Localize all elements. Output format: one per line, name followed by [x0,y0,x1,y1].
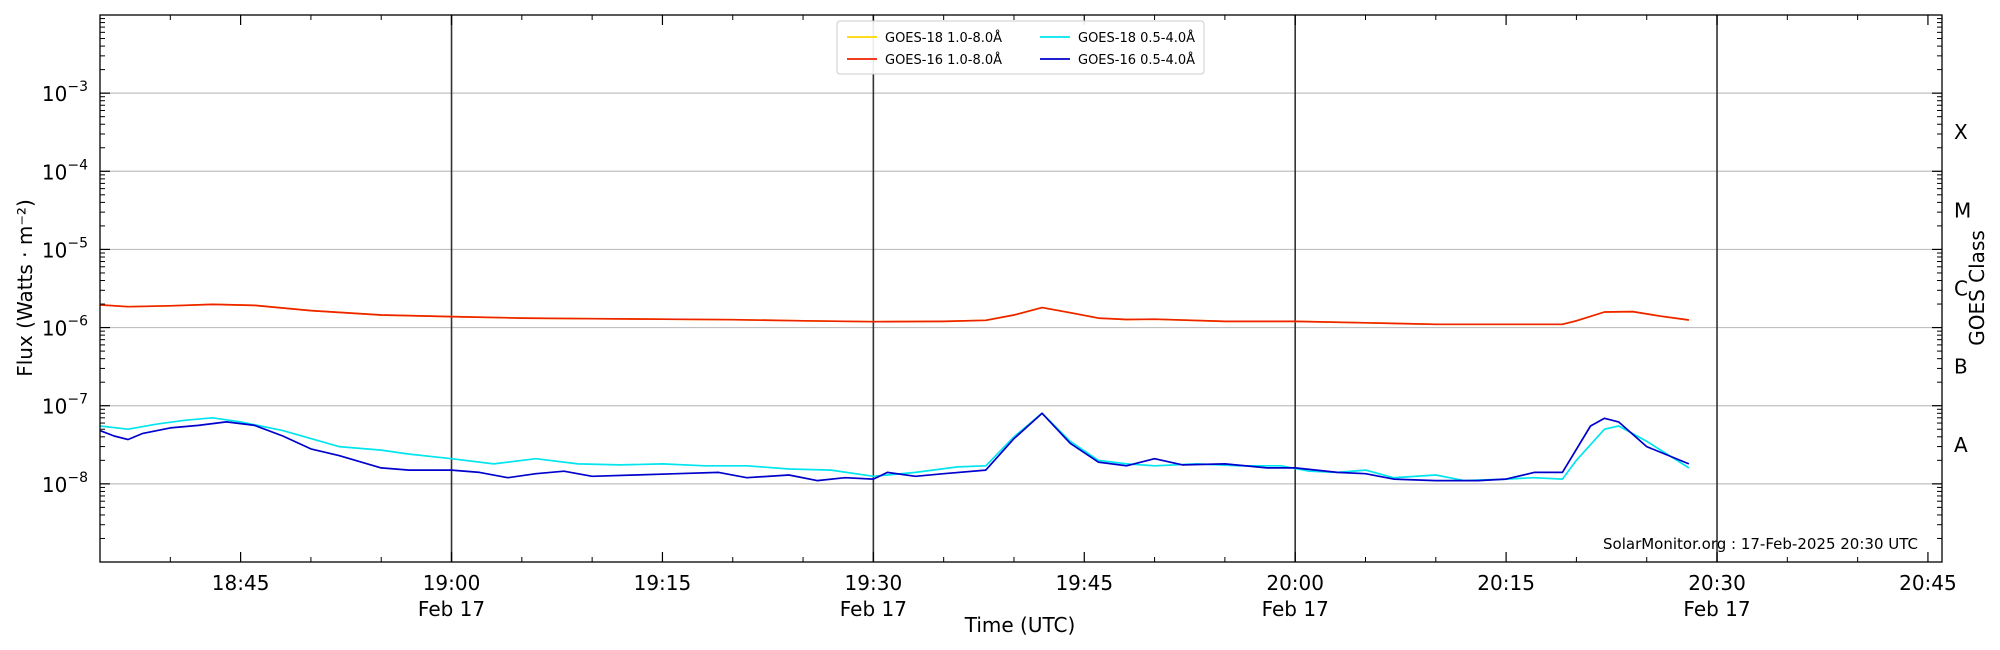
y-tick-label: 10−3 [42,79,88,106]
y-tick-label: 10−4 [42,157,88,184]
x-tick-label: 20:30 [1688,571,1746,595]
x-tick-date-label: Feb 17 [1262,597,1329,621]
x-tick-date-label: Feb 17 [840,597,907,621]
legend-entry-label: GOES-18 0.5-4.0Å [1078,30,1195,46]
grid-lines [100,92,1942,485]
legend: GOES-18 1.0-8.0Å GOES-16 1.0-8.0Å GOES-18 … [836,20,1205,75]
x-tick-label: 20:15 [1477,571,1535,595]
legend-entry-label: GOES-16 1.0-8.0Å [885,52,1002,68]
goes-class-label: A [1954,433,1968,457]
x-tick-label: 19:30 [845,571,903,595]
x-tick-label: 18:45 [212,571,270,595]
goes-class-label: B [1954,355,1968,379]
legend-entry-label: GOES-16 0.5-4.0Å [1078,52,1195,68]
x-tick-date-label: Feb 17 [418,597,485,621]
goes-class-label: X [1954,120,1968,144]
x-tick-date-label: Feb 17 [1683,597,1750,621]
goes-class-axis-label: GOES Class [1965,230,1989,346]
y-tick-label: 10−7 [42,392,88,419]
series-lines [99,303,1690,482]
x-tick-label: 20:45 [1899,571,1957,595]
y-tick-label: 10−8 [42,470,88,497]
x-tick-label: 20:00 [1266,571,1324,595]
series-line-3 [99,412,1690,482]
x-tick-label: 19:00 [423,571,481,595]
goes-class-label: M [1954,198,1971,222]
series-line-1 [99,303,1690,326]
solarmonitor-annotation: SolarMonitor.org : 17-Feb-2025 20:30 UTC [1603,535,1918,553]
x-axis-label: Time (UTC) [964,613,1076,637]
legend-box [836,20,1205,75]
x-tick-label: 19:15 [634,571,692,595]
y-tick-label: 10−5 [42,235,88,262]
y-tick-label: 10−6 [42,314,88,341]
x-tick-label: 19:45 [1055,571,1113,595]
goes-class-label: C [1954,277,1968,301]
plot-frame [99,14,1943,563]
y-axis-label: Flux (Watts · m⁻²) [13,199,37,377]
legend-entry-label: GOES-18 1.0-8.0Å [885,30,1002,46]
